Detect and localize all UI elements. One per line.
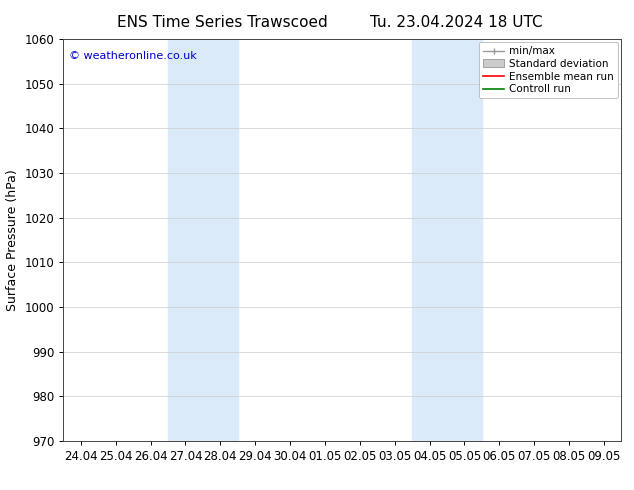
Text: ENS Time Series Trawscoed: ENS Time Series Trawscoed [117,15,327,30]
Legend: min/max, Standard deviation, Ensemble mean run, Controll run: min/max, Standard deviation, Ensemble me… [479,42,618,98]
Text: Tu. 23.04.2024 18 UTC: Tu. 23.04.2024 18 UTC [370,15,543,30]
Bar [168,39,238,441]
Y-axis label: Surface Pressure (hPa): Surface Pressure (hPa) [6,169,19,311]
Text: © weatheronline.co.uk: © weatheronline.co.uk [69,51,197,61]
Bar [412,39,482,441]
